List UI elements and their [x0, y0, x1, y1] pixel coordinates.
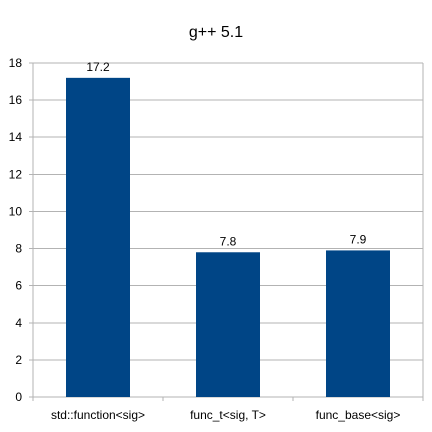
bar [196, 252, 260, 397]
x-category-label: std::function<sig> [51, 408, 145, 422]
y-tick-label: 16 [9, 93, 23, 107]
y-tick-label: 2 [15, 353, 22, 367]
x-category-label: func_base<sig> [316, 408, 401, 422]
y-tick-label: 14 [9, 130, 23, 144]
y-tick-label: 10 [9, 204, 23, 218]
y-tick-label: 12 [9, 167, 23, 181]
chart-title: g++ 5.1 [189, 24, 243, 41]
axes [32, 63, 424, 401]
bar-value-label: 17.2 [86, 60, 110, 74]
bar [326, 250, 390, 397]
y-tick-label: 8 [15, 242, 22, 256]
bar-value-label: 7.8 [220, 234, 237, 248]
y-tick-label: 18 [9, 56, 23, 70]
bars [66, 77, 390, 397]
bar-value-label: 7.9 [350, 232, 367, 246]
x-category-label: func_t<sig, T> [190, 408, 266, 422]
y-tick-label: 6 [15, 279, 22, 293]
y-tick-label: 4 [15, 316, 22, 330]
y-tick-label: 0 [15, 390, 22, 404]
bar [66, 77, 130, 397]
